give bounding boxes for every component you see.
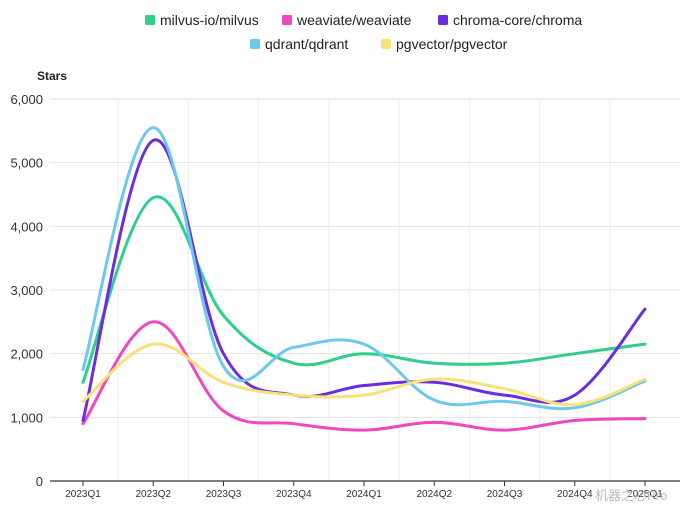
x-tick-label: 2023Q3 [206, 489, 242, 500]
y-tick-label: 0 [36, 474, 43, 489]
series-line-qdrant [81, 126, 647, 411]
legend-swatch-milvus-io [145, 15, 155, 25]
watermark-text: 机器之心Pro [595, 488, 667, 503]
x-tick-label: 2023Q2 [135, 489, 171, 500]
series-line-milvus-io [81, 195, 647, 384]
x-tick-label: 2024Q2 [416, 489, 452, 500]
series-lines [81, 126, 647, 432]
legend-label-milvus-io: milvus-io/milvus [160, 12, 259, 28]
x-tick-label: 2025Q1 [627, 489, 663, 500]
y-tick-label: 2,000 [10, 347, 43, 362]
y-tick-label: 4,000 [10, 219, 43, 234]
legend-label-pgvector: pgvector/pgvector [396, 36, 508, 52]
y-axis-title: Stars [37, 69, 67, 83]
x-tick-label: 2023Q4 [276, 489, 312, 500]
series-line-weaviate [81, 320, 647, 432]
legend-swatch-pgvector [381, 39, 391, 49]
x-tick-label: 2024Q1 [346, 489, 382, 500]
legend-label-chroma-core: chroma-core/chroma [453, 12, 582, 28]
legend-label-qdrant: qdrant/qdrant [265, 36, 348, 52]
series-line-pgvector [81, 342, 647, 407]
y-tick-label: 5,000 [10, 156, 43, 171]
y-tick-label: 3,000 [10, 283, 43, 298]
legend-swatch-weaviate [282, 15, 292, 25]
x-tick-label: 2023Q1 [65, 489, 101, 500]
axes: 0 1,000 2,000 3,000 4,000 5,000 6,000 2023Q1 202… [10, 92, 680, 500]
legend-swatch-qdrant [250, 39, 260, 49]
y-tick-label: 1,000 [10, 410, 43, 425]
x-tick-label: 2024Q3 [487, 489, 523, 500]
grid-lines [50, 98, 680, 481]
legend-label-weaviate: weaviate/weaviate [296, 12, 412, 28]
series-line-chroma-core [81, 138, 647, 422]
y-tick-label: 6,000 [10, 92, 43, 107]
legend-swatch-chroma-core [438, 15, 448, 25]
x-tick-label: 2024Q4 [557, 489, 593, 500]
legend: milvus-io/milvus weaviate/weaviate chroma-… [145, 12, 582, 52]
